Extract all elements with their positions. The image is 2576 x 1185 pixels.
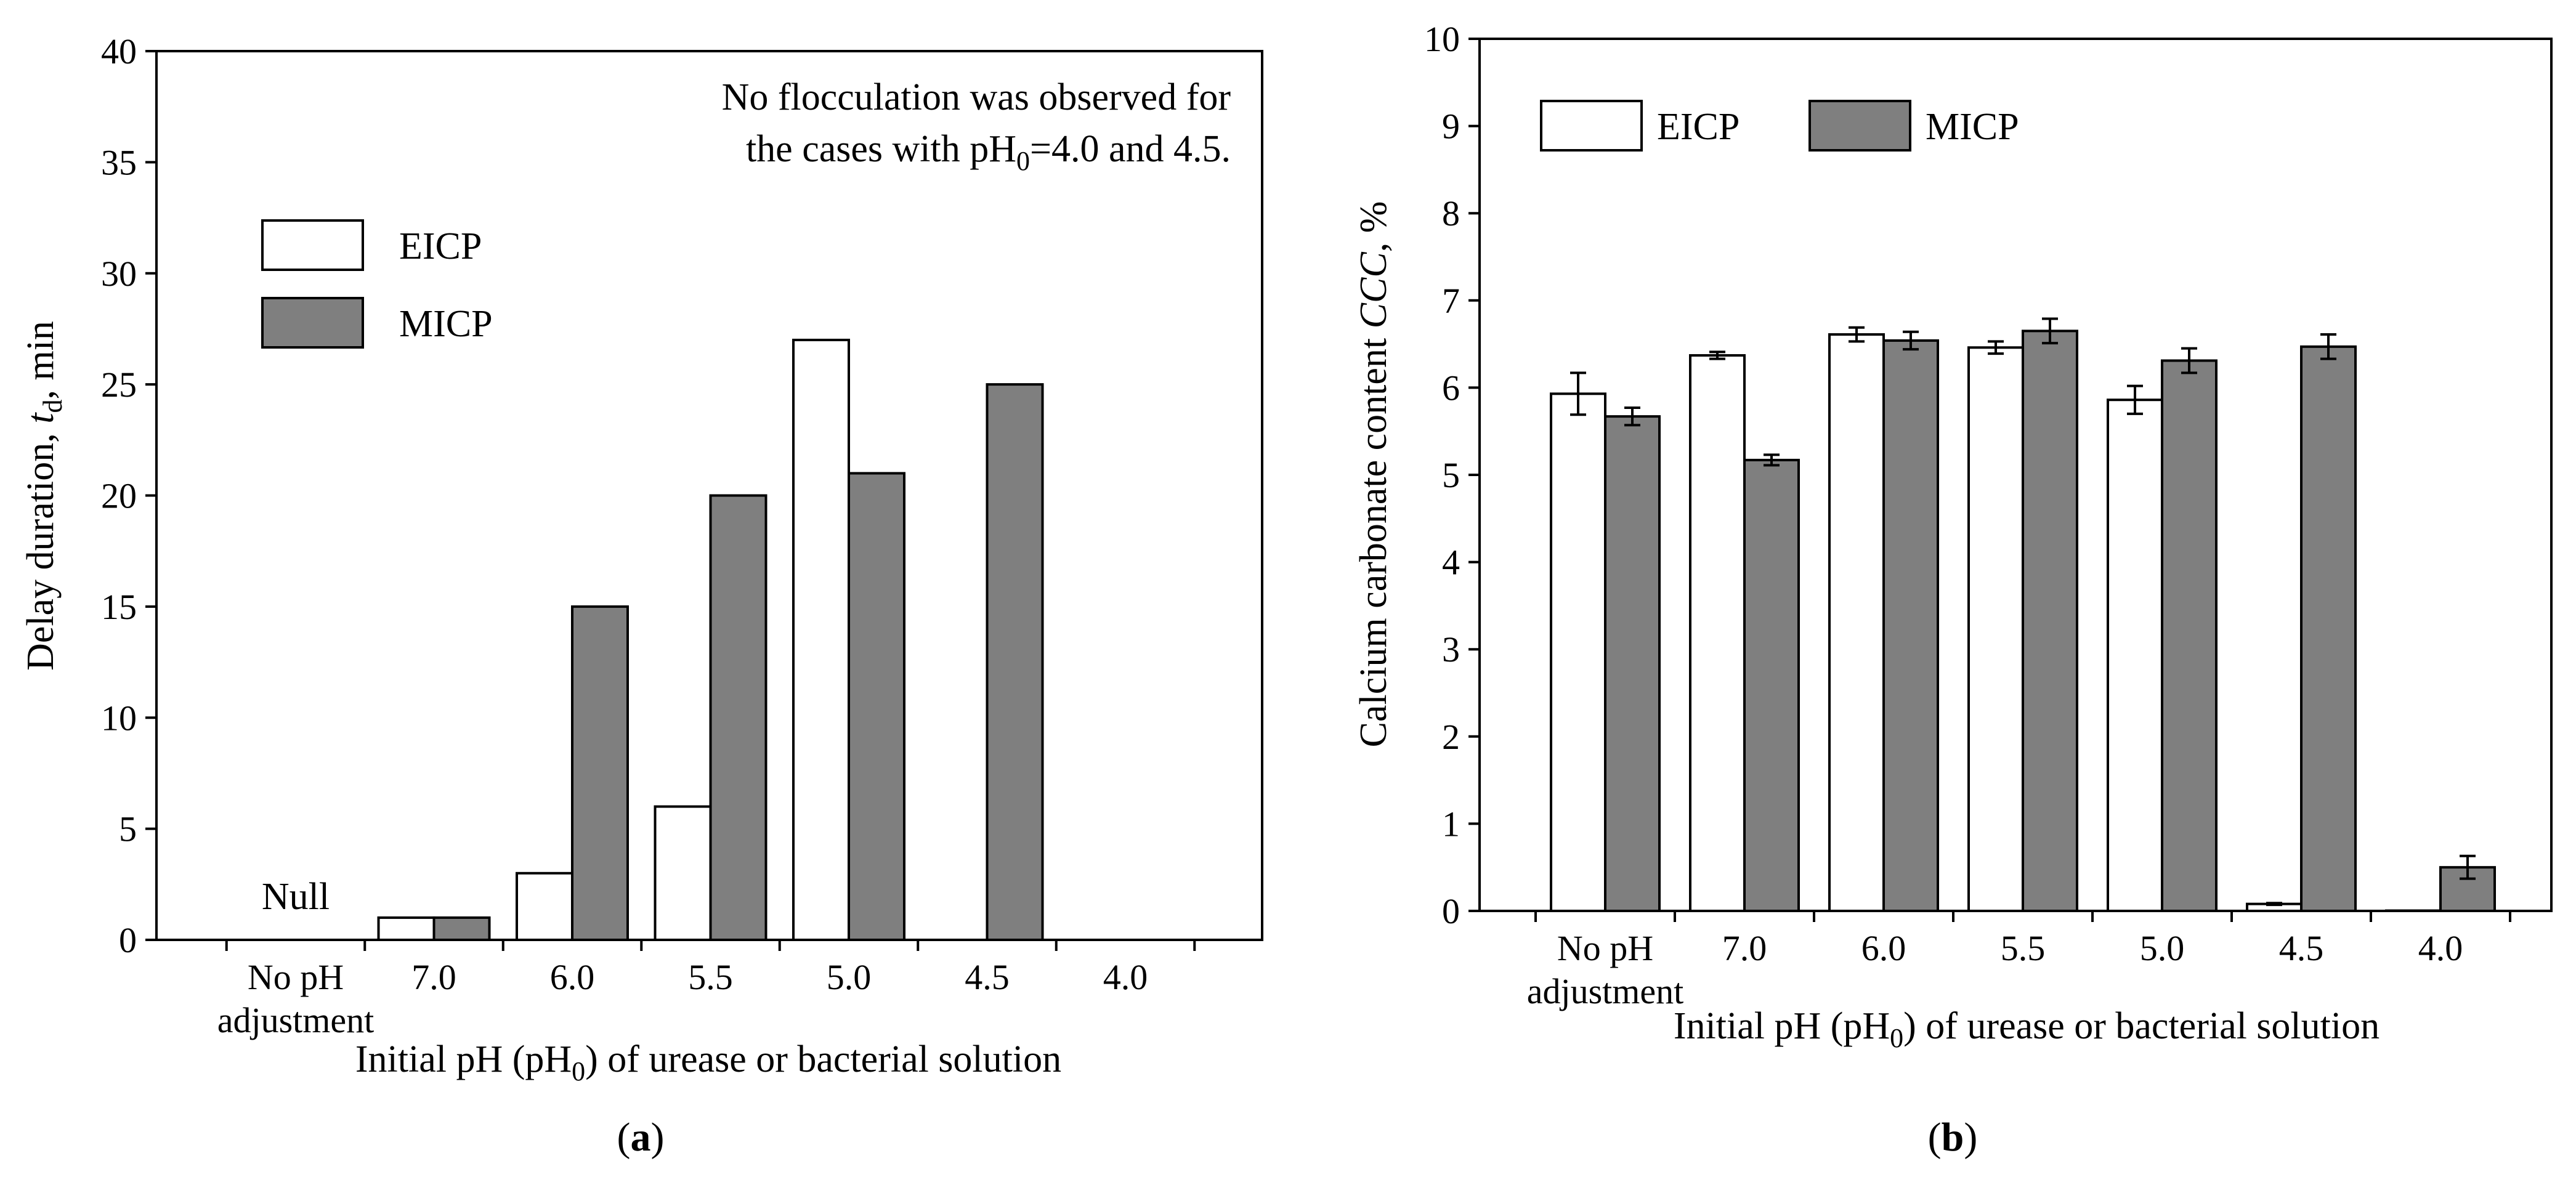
y-tick-label-b: 3: [1442, 629, 1460, 669]
y-tick-label-b: 6: [1442, 368, 1460, 408]
error-bar-micp-b: [2042, 317, 2058, 345]
x-tick-label-b: No pH: [1557, 928, 1653, 968]
error-bar-micp-b: [2181, 347, 2197, 374]
x-tick-label-b: 5.5: [2001, 928, 2046, 968]
y-ticks-b: 0 1 2 3 4 5 6 7 8 9 10: [1424, 19, 1480, 931]
x-tick-label-b: 6.0: [1861, 928, 1906, 968]
y-tick-label-a: 30: [101, 254, 137, 294]
legend-swatch-micp-a: [261, 297, 364, 349]
y-tick-label-b: 9: [1442, 107, 1460, 147]
y-tick-label-b: 0: [1442, 891, 1460, 931]
bar-micp-b: [2300, 345, 2357, 912]
y-tick-label-a: 0: [119, 920, 137, 960]
bar-eicp-b: [1689, 354, 1746, 912]
error-bar-micp-b: [2460, 854, 2476, 880]
caption-a: (a): [617, 1115, 665, 1160]
note-line-2: the cases with pH0=4.0 and 4.5.: [746, 128, 1231, 176]
bar-eicp-a: [377, 916, 435, 942]
legend-swatch-micp-b: [1808, 100, 1911, 152]
y-tick-label-b: 1: [1442, 804, 1460, 844]
bars-a: [377, 338, 1044, 942]
legend-b: EICP MICP: [1540, 100, 2019, 152]
bar-eicp-b: [1550, 392, 1606, 912]
bar-micp-a: [709, 494, 768, 941]
bar-micp-b: [1604, 415, 1661, 912]
x-axis-label-a: Initial pH (pH0) of urease or bacterial …: [355, 1038, 1061, 1086]
y-tick-label-b: 2: [1442, 717, 1460, 757]
error-bar-eicp-b: [1988, 340, 2004, 355]
y-tick-label-a: 10: [101, 698, 137, 738]
bar-micp-b: [1743, 458, 1800, 912]
bar-eicp-b: [2385, 909, 2442, 912]
bar-micp-b: [2022, 330, 2078, 912]
caption-b: (b): [1928, 1115, 1978, 1160]
null-label: Null: [262, 876, 330, 918]
legend-swatch-eicp-b: [1540, 100, 1643, 152]
bars-b: [1550, 317, 2496, 912]
error-bar-micp-b: [1903, 330, 1919, 351]
y-tick-label-b: 5: [1442, 455, 1460, 495]
bar-eicp-a: [792, 338, 850, 941]
x-tick-label-a: No pH: [248, 957, 344, 997]
x-tick-label-b: 4.0: [2418, 928, 2463, 968]
x-tick-label-a: 6.0: [550, 957, 595, 997]
y-tick-label-a: 40: [101, 31, 137, 71]
x-tick-label-a: adjustment: [217, 1000, 375, 1040]
bar-micp-a: [571, 605, 629, 941]
y-axis-label-b: Calcium carbonate content CCC, %: [1353, 201, 1395, 748]
y-tick-label-a: 35: [101, 142, 137, 182]
legend-label-micp-b: MICP: [1926, 106, 2019, 148]
y-tick-label-b: 8: [1442, 193, 1460, 233]
x-tick-label-b: 7.0: [1722, 928, 1767, 968]
error-bar-micp-b: [1624, 406, 1640, 427]
bar-micp-a: [986, 383, 1044, 941]
y-tick-label-a: 15: [101, 587, 137, 627]
y-tick-label-a: 25: [101, 365, 137, 405]
error-bar-eicp-b: [2266, 902, 2282, 907]
bar-eicp-b: [1828, 333, 1885, 912]
error-bar-eicp-b: [1570, 371, 1586, 416]
bar-micp-a: [848, 472, 905, 941]
x-tick-label-b: 4.5: [2279, 928, 2324, 968]
x-tick-label-a: 4.0: [1103, 957, 1148, 997]
bar-eicp-a: [654, 805, 712, 942]
y-ticks-a: 0 5 10 15 20 25 30 35 40: [101, 31, 156, 960]
x-tick-label-a: 7.0: [411, 957, 456, 997]
legend-label-eicp-a: EICP: [399, 225, 482, 267]
error-bar-eicp-b: [1709, 350, 1725, 360]
y-tick-label-b: 7: [1442, 281, 1460, 321]
error-bar-micp-b: [2320, 333, 2336, 360]
note-line-1: No flocculation was observed for: [722, 76, 1231, 118]
x-tick-label-a: 4.5: [965, 957, 1010, 997]
bar-micp-b: [2161, 359, 2218, 912]
legend-swatch-eicp-a: [261, 219, 364, 271]
legend-label-micp-a: MICP: [399, 303, 493, 345]
y-tick-label-b: 4: [1442, 543, 1460, 583]
y-tick-label-b: 10: [1424, 19, 1460, 59]
error-bar-micp-b: [1764, 453, 1780, 467]
legend-label-eicp-b: EICP: [1657, 106, 1740, 148]
bar-eicp-b: [1967, 346, 2024, 912]
bar-eicp-b: [2107, 398, 2163, 912]
y-tick-label-a: 20: [101, 476, 137, 516]
y-axis-label-a: Delay duration, td, min: [20, 321, 68, 671]
error-bar-eicp-b: [1849, 326, 1865, 343]
bar-eicp-a: [516, 872, 573, 942]
bar-micp-a: [432, 916, 491, 942]
x-tick-label-b: 5.0: [2140, 928, 2185, 968]
y-tick-label-a: 5: [119, 809, 137, 849]
error-bar-eicp-b: [2127, 384, 2143, 415]
x-tick-label-a: 5.0: [827, 957, 872, 997]
x-axis-label-b: Initial pH (pH0) of urease or bacterial …: [1674, 1005, 2380, 1053]
x-tick-label-a: 5.5: [688, 957, 733, 997]
x-tick-label-b: adjustment: [1527, 971, 1684, 1011]
bar-micp-b: [1882, 339, 1939, 912]
legend-a: EICP MICP: [261, 219, 493, 349]
